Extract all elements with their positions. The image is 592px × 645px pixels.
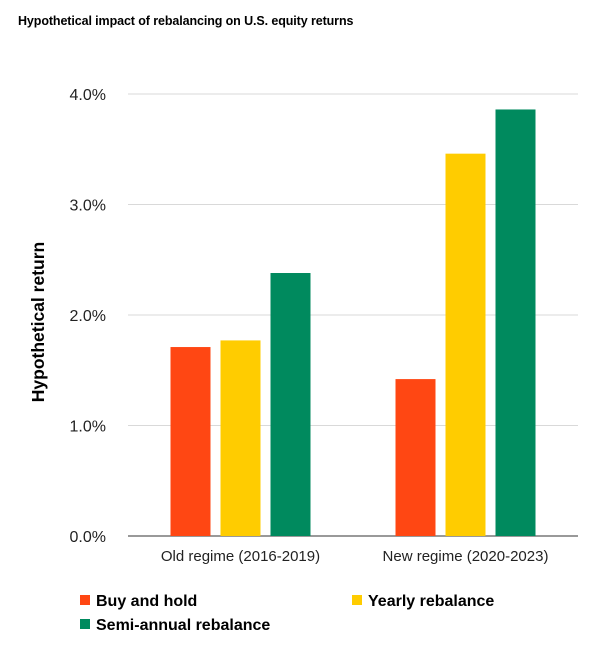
bar: [395, 379, 436, 536]
y-tick-label: 2.0%: [70, 308, 106, 325]
bar: [495, 109, 536, 536]
bar: [220, 340, 261, 536]
chart-title: Hypothetical impact of rebalancing on U.…: [18, 14, 354, 28]
y-axis-tick-labels: 0.0% 1.0% 2.0% 3.0% 4.0%: [70, 87, 106, 546]
legend-label: Yearly rebalance: [368, 593, 494, 610]
x-category-label: Old regime (2016-2019): [161, 548, 320, 565]
y-tick-label: 3.0%: [70, 198, 106, 215]
legend-swatch: [80, 595, 90, 605]
legend-swatch: [352, 595, 362, 605]
legend-label: Semi-annual rebalance: [96, 617, 270, 634]
x-axis-category-labels: Old regime (2016-2019) New regime (2020-2…: [161, 548, 549, 565]
y-tick-label: 1.0%: [70, 419, 106, 436]
bar: [270, 273, 311, 536]
legend: Buy and hold Yearly rebalance Semi-annual …: [80, 593, 494, 634]
y-axis-label: Hypothetical return: [28, 242, 48, 402]
bar: [170, 347, 211, 536]
legend-label: Buy and hold: [96, 593, 197, 610]
y-tick-label: 0.0%: [70, 529, 106, 546]
legend-swatch: [80, 619, 90, 629]
bar: [445, 153, 486, 537]
bars: [170, 109, 536, 537]
y-tick-label: 4.0%: [70, 87, 106, 104]
x-category-label: New regime (2020-2023): [383, 548, 549, 565]
